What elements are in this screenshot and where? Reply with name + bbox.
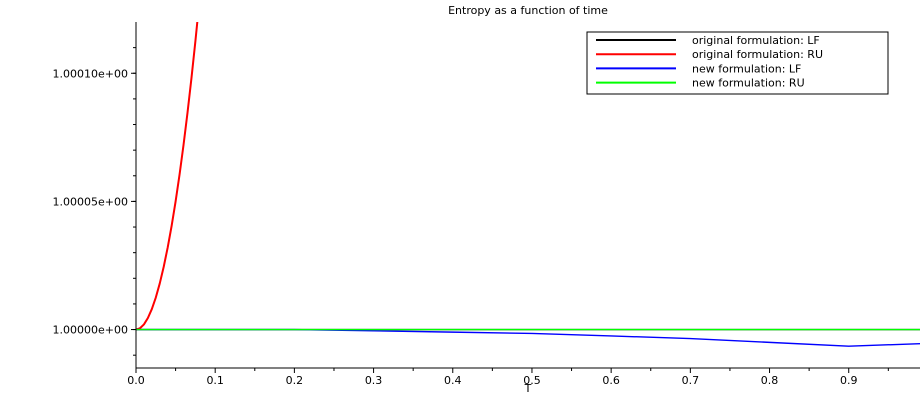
x-tick-label: 0.4 (444, 374, 462, 387)
x-tick-label: 0.0 (127, 374, 145, 387)
series-line-1 (136, 22, 199, 331)
x-axis-label: T (524, 382, 532, 395)
y-tick-label: 1.00010e+00 (53, 67, 128, 80)
x-tick-label: 0.3 (365, 374, 383, 387)
legend-box (586, 31, 889, 95)
legend-label: new formulation: RU (692, 77, 805, 90)
series-line-2 (136, 328, 920, 347)
legend-label: new formulation: LF (692, 62, 801, 75)
axes (135, 22, 920, 369)
x-tick-label: 0.5 (523, 374, 541, 387)
x-tick-label: 0.8 (761, 374, 779, 387)
plot-area (136, 22, 920, 347)
x-ticks: 0.0 0.1 0.2 0.3 0.4 0.5 0.6 0.7 0.8 0.9 (127, 368, 889, 387)
y-ticks: 1.00000e+00 1.00005e+00 1.00010e+00 (53, 47, 136, 356)
legend-label: original formulation: LF (692, 34, 820, 47)
y-tick-label: 1.00000e+00 (53, 324, 128, 337)
y-tick-label: 1.00005e+00 (53, 195, 128, 208)
x-tick-label: 0.7 (682, 374, 700, 387)
x-tick-label: 0.9 (840, 374, 858, 387)
x-tick-label: 0.1 (206, 374, 224, 387)
legend-label: original formulation: RU (692, 48, 823, 61)
chart-title: Entropy as a function of time (448, 4, 608, 17)
x-tick-label: 0.2 (286, 374, 304, 387)
x-tick-label: 0.6 (602, 374, 620, 387)
